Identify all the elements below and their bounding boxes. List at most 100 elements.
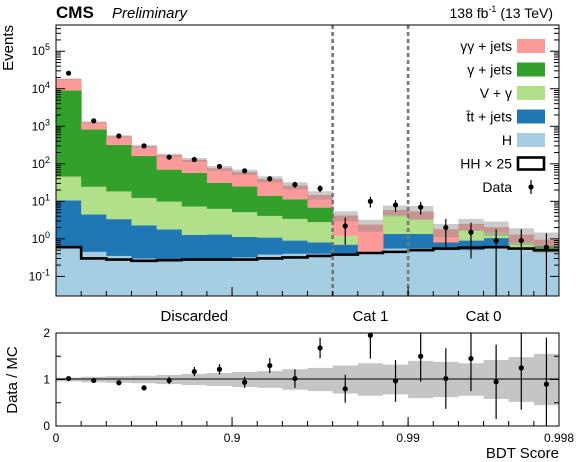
legend-label-2: γ + jets (467, 62, 512, 78)
bar-1-bin-5 (156, 259, 183, 296)
bar-5-bin-1 (56, 79, 82, 91)
ratio-point-1 (65, 375, 72, 382)
bar-1-bin-16 (433, 250, 459, 296)
y-tick-label-6: 104 (32, 80, 50, 96)
data-point-12 (342, 223, 348, 229)
ratio-point-12 (342, 386, 348, 392)
bar-4-bin-9 (257, 195, 283, 216)
ratio-y-tick-label-2: 1 (43, 373, 50, 387)
main-panel: 10-1 100 101 102 103 104 105 γγ + jets γ + jets… (0, 24, 560, 325)
ratio-y-tick-label-3: 2 (43, 326, 50, 340)
bar-2-bin-5 (156, 229, 183, 260)
ratio-point-5 (166, 377, 172, 384)
data-point-2 (91, 118, 97, 124)
x-tick-label-2: 0.9 (224, 431, 241, 445)
legend-label-7: Data (482, 179, 512, 195)
bar-3-bin-6 (181, 206, 208, 235)
ratio-point-19 (518, 365, 524, 371)
ratio-point-6 (191, 368, 197, 375)
main-axis-ticks: 10-1 100 101 102 103 104 105 (29, 24, 559, 283)
bar-2-bin-2 (81, 214, 107, 252)
data-points (65, 70, 550, 296)
bar-2-bin-15 (408, 233, 434, 249)
data-point-14 (392, 202, 399, 208)
bar-3-bin-9 (257, 215, 283, 238)
bar-4-bin-4 (131, 155, 158, 198)
category-boundaries (331, 25, 410, 296)
bar-3-bin-10 (282, 218, 308, 241)
bar-4-bin-6 (181, 172, 208, 207)
bar-1-bin-10 (282, 253, 308, 296)
bar-1-bin-15 (408, 248, 434, 296)
legend-label-1: γγ + jets (460, 38, 512, 54)
data-point-4 (141, 143, 147, 149)
ratio-panel: 0 1 2 Data / MC 0 0.9 0.99 0.998 BDT Score (4, 287, 574, 462)
bar-4-bin-5 (156, 169, 183, 202)
data-point-13 (367, 198, 373, 204)
bar-5-bin-5 (156, 155, 183, 170)
bar-3-bin-15 (408, 219, 434, 234)
bar-5-bin-4 (131, 146, 158, 156)
bar-3-bin-11 (307, 222, 334, 243)
bar-5-bin-14 (382, 210, 409, 215)
x-axis-ticks: 0 0.9 0.99 0.998 (53, 287, 574, 445)
bar-2-bin-1 (56, 200, 82, 248)
ratio-point-20 (543, 381, 550, 387)
ratio-point-14 (392, 378, 399, 384)
y-tick-label-4: 102 (32, 155, 50, 171)
data-point-7 (216, 163, 223, 170)
ratio-point-13 (367, 332, 373, 338)
bar-1-bin-12 (332, 253, 359, 296)
data-point-1 (65, 70, 72, 76)
legend: γγ + jets γ + jets V + γ t̄t + jets H HH × 25… (460, 38, 546, 195)
bar-1-bin-1 (56, 247, 82, 296)
x-tick-label-4: 0.998 (544, 431, 574, 445)
data-point-5 (166, 154, 172, 160)
data-point-6 (191, 156, 197, 163)
ratio-points (65, 332, 550, 426)
data-point-9 (267, 176, 273, 182)
bar-5-bin-2 (81, 122, 107, 130)
bar-2-bin-3 (106, 219, 132, 256)
bar-1-bin-11 (307, 253, 334, 296)
bar-5-bin-13 (357, 224, 384, 254)
y-tick-label-2: 100 (32, 230, 50, 246)
bar-2-bin-10 (282, 240, 308, 254)
y-tick-label-7: 105 (32, 42, 50, 58)
bar-4-bin-3 (106, 144, 132, 192)
ratio-y-tick-label-1: 0 (43, 419, 50, 433)
legend-label-5: H (502, 132, 512, 148)
data-point-11 (317, 185, 323, 192)
experiment-label: CMS (56, 3, 94, 22)
bar-3-bin-8 (232, 212, 258, 238)
legend-swatch-7 (528, 184, 534, 190)
region-labels: Discarded Cat 1 Cat 0 (161, 308, 502, 325)
region-label-3: Cat 0 (466, 308, 502, 325)
bar-3-bin-7 (206, 208, 233, 235)
bar-5-bin-15 (408, 211, 434, 220)
bar-1-bin-8 (232, 257, 258, 296)
bar-1-bin-6 (181, 260, 208, 296)
ratio-point-3 (116, 380, 122, 386)
stacked-bars (56, 79, 560, 296)
legend-swatch-2 (517, 62, 545, 77)
data-point-19 (518, 237, 524, 244)
ratio-y-axis-title: Data / MC (4, 346, 21, 414)
bar-1-bin-4 (131, 258, 158, 296)
y-tick-label-1: 10-1 (29, 267, 50, 283)
bar-1-bin-13 (357, 253, 384, 296)
bar-2-bin-14 (382, 233, 409, 249)
bar-1-bin-3 (106, 255, 132, 296)
bar-5-bin-11 (307, 194, 334, 208)
ratio-point-2 (91, 377, 97, 384)
data-point-15 (418, 204, 424, 210)
bar-3-bin-4 (131, 197, 158, 226)
bar-5-bin-6 (181, 159, 208, 173)
bar-3-bin-3 (106, 191, 132, 220)
bar-2-bin-12 (332, 244, 359, 254)
data-point-8 (242, 168, 248, 174)
mc-uncertainty-band (56, 78, 559, 253)
status-label: Preliminary (112, 5, 189, 22)
legend-swatch-6 (516, 156, 546, 171)
